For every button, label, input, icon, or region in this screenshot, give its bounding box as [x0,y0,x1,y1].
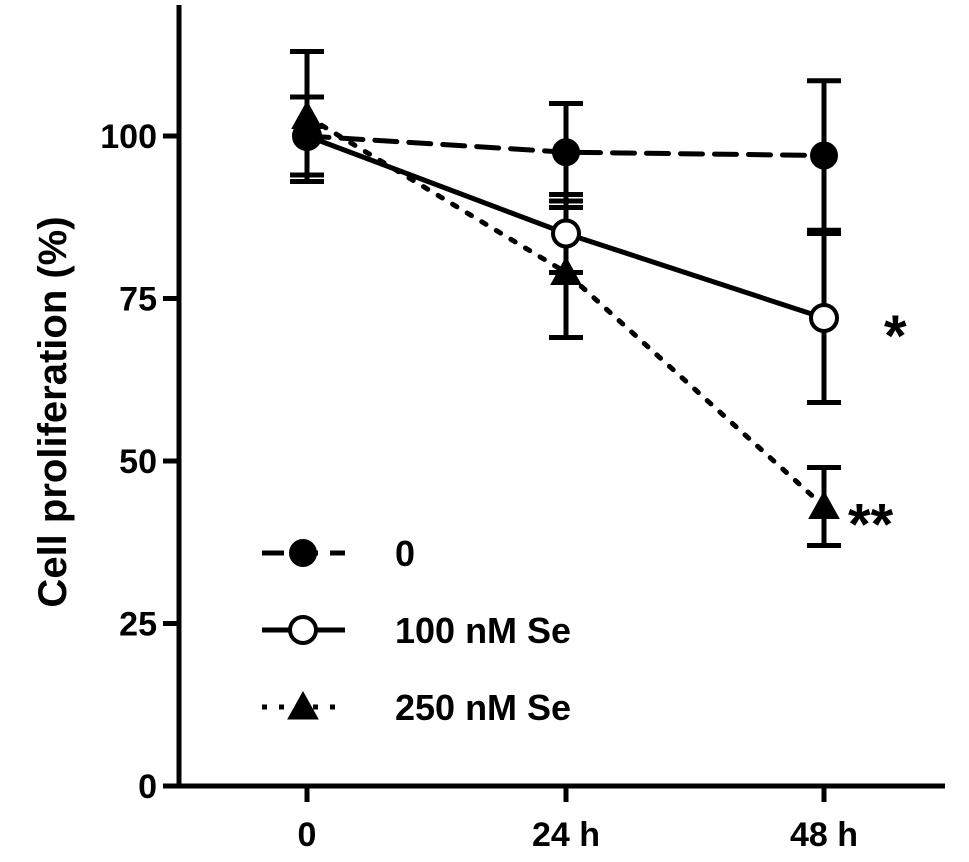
legend-label: 0 [395,533,415,574]
legend-marker [288,615,318,645]
significance-marker: ** [848,493,894,558]
x-tick-label: 24 h [532,816,600,854]
x-tick-label: 0 [298,816,317,854]
data-point [809,303,839,333]
y-tick-label: 50 [119,443,157,481]
x-tick-label: 48 h [790,816,858,854]
significance-marker: * [884,304,907,369]
legend: 0 100 nM Se 250 nM Se [262,533,571,728]
data-point [552,138,580,167]
series-layer [290,49,841,548]
legend-item: 100 nM Se [262,610,571,651]
y-axis-title: Cell proliferation (%) [31,216,75,607]
series-control [290,78,841,233]
data-point [808,490,840,519]
legend-label: 100 nM Se [395,610,571,651]
legend-label: 250 nM Se [395,687,571,728]
y-tick-label: 0 [138,768,157,806]
y-axis-ticks: 0 25 50 75 100 [100,118,179,806]
y-tick-label: 75 [119,281,157,319]
legend-marker [289,539,317,567]
data-point [293,122,321,150]
y-tick-label: 25 [119,606,157,644]
x-axis-ticks: 0 24 h 48 h [298,786,858,854]
legend-item: 0 [262,533,415,574]
data-point [810,141,838,170]
axes [176,5,945,789]
legend-marker [287,690,319,720]
data-point [551,218,581,249]
significance-annotations: *** [848,304,907,558]
y-tick-label: 100 [100,118,157,156]
legend-item: 250 nM Se [262,687,571,728]
